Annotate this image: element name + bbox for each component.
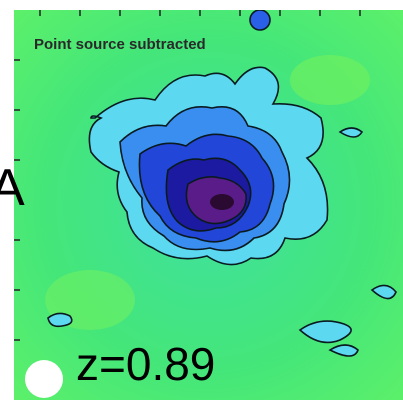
panel-label: Point source subtracted	[34, 36, 206, 53]
image-panel: Point source subtracted	[14, 10, 403, 400]
beam-circle	[25, 360, 63, 398]
panel-letter: A	[0, 159, 25, 217]
redshift-label: z=0.89	[76, 338, 215, 390]
